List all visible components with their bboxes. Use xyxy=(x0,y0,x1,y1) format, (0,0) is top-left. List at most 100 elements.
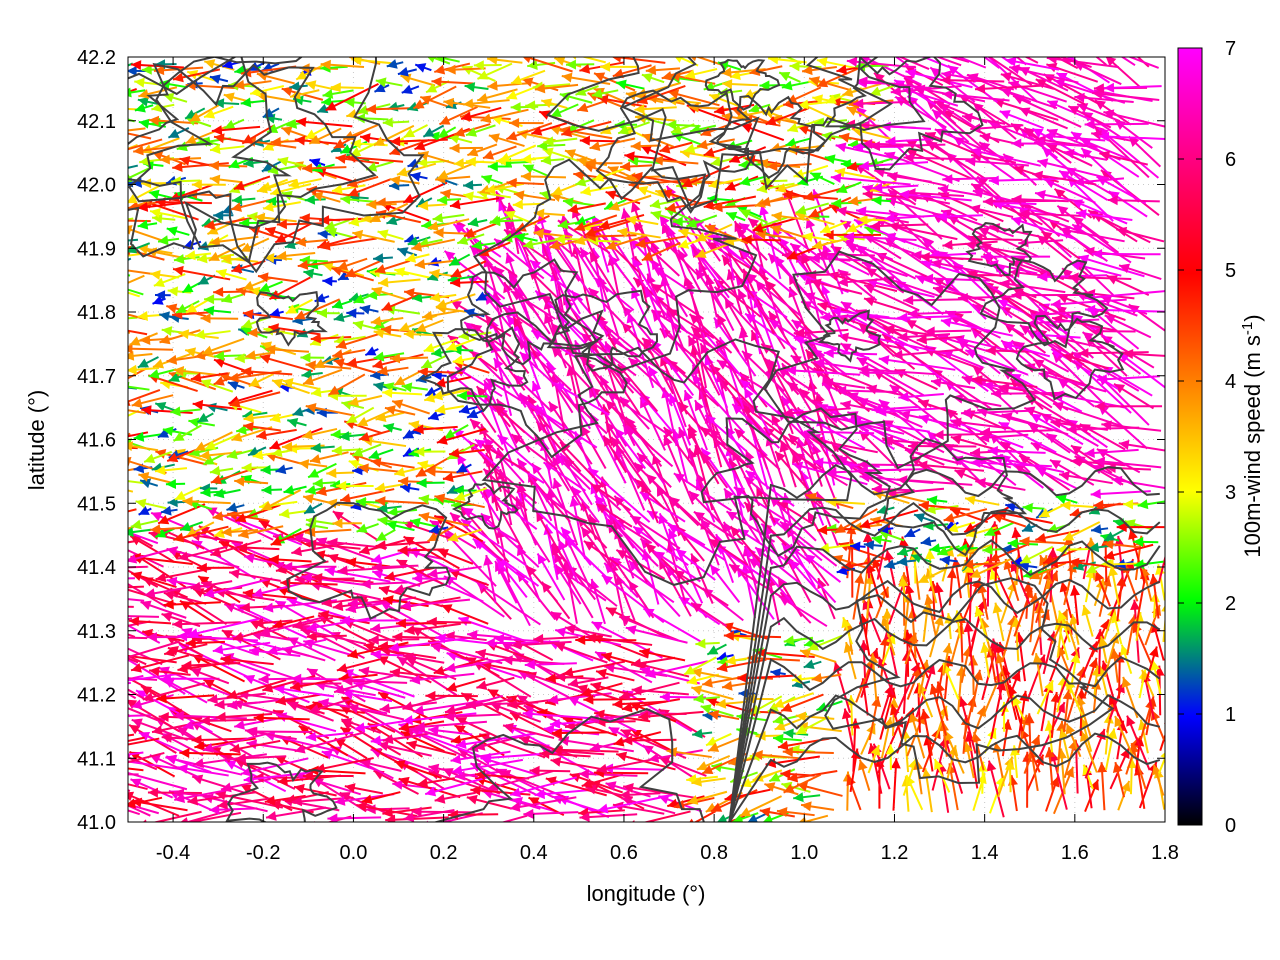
wind-vector xyxy=(885,744,896,770)
wind-vector xyxy=(858,759,871,791)
wind-vector-shaft xyxy=(172,621,241,626)
wind-vector-head xyxy=(1126,715,1136,727)
wind-vector xyxy=(455,732,537,749)
wind-vector xyxy=(1090,618,1110,658)
wind-vector xyxy=(1101,420,1162,432)
wind-vector-shaft xyxy=(300,628,367,645)
wind-vector-head xyxy=(190,581,202,592)
wind-vector-head xyxy=(418,512,430,522)
wind-vector-head xyxy=(759,807,771,818)
wind-vector-head xyxy=(1070,445,1083,456)
wind-vector-head xyxy=(165,478,177,489)
wind-vector xyxy=(1145,696,1157,736)
wind-vector xyxy=(846,774,862,811)
wind-vector xyxy=(191,734,247,745)
wind-vector-shaft xyxy=(128,480,144,485)
wind-vector-head xyxy=(220,782,232,793)
wind-vector xyxy=(529,765,571,776)
wind-vector-head xyxy=(128,616,140,627)
wind-vector-head xyxy=(1019,690,1030,702)
wind-vector xyxy=(707,735,745,752)
wind-vector-head xyxy=(65,686,76,696)
wind-vector xyxy=(1133,536,1159,547)
wind-vector-head xyxy=(1022,581,1033,593)
wind-vector-head xyxy=(140,600,152,611)
wind-vector-head xyxy=(342,689,354,700)
wind-vector-shaft xyxy=(128,633,136,638)
wind-vector-head xyxy=(305,731,317,742)
wind-vector-head xyxy=(114,650,125,660)
wind-vector-head xyxy=(259,626,271,637)
wind-vector xyxy=(1032,653,1044,697)
wind-vector-head xyxy=(340,727,352,737)
wind-vector xyxy=(920,536,937,547)
wind-vector xyxy=(306,616,377,633)
wind-vector-shaft xyxy=(509,796,577,810)
wind-vector-shaft xyxy=(518,736,578,758)
wind-vector xyxy=(483,554,497,604)
wind-vector-head xyxy=(692,728,703,739)
wind-vector-head xyxy=(217,799,229,810)
wind-vector xyxy=(389,667,448,679)
wind-vector xyxy=(185,638,225,649)
wind-vector-shaft xyxy=(400,598,471,608)
wind-vector-head xyxy=(310,442,322,453)
wind-vector xyxy=(689,810,717,822)
wind-vector-head xyxy=(172,619,183,630)
wind-vector xyxy=(1005,759,1016,793)
wind-vector xyxy=(596,757,659,774)
wind-vector-head xyxy=(128,798,136,809)
wind-vector xyxy=(128,467,138,472)
wind-vector xyxy=(190,580,233,592)
wind-vector-shaft xyxy=(342,669,415,698)
wind-vector-head xyxy=(803,659,815,670)
wind-vector xyxy=(768,768,796,783)
wind-vector-head xyxy=(585,633,597,643)
wind-vector-head xyxy=(138,731,151,742)
wind-vector xyxy=(128,804,151,817)
wind-vector-head xyxy=(425,690,436,701)
wind-vector-head xyxy=(210,474,222,485)
wind-vector-head xyxy=(739,807,751,817)
wind-vector xyxy=(203,577,273,598)
wind-vector xyxy=(395,618,447,629)
wind-vector-head xyxy=(95,592,105,602)
wind-vector xyxy=(174,788,230,804)
wind-vector xyxy=(144,584,201,599)
wind-vector-shaft xyxy=(443,575,505,618)
wind-vector-head xyxy=(708,742,720,752)
wind-vector-head xyxy=(1070,585,1080,596)
wind-vector-head xyxy=(370,623,381,634)
wind-vector xyxy=(318,610,370,625)
wind-vector xyxy=(224,759,287,793)
wind-vector xyxy=(284,791,329,805)
wind-vector xyxy=(380,646,437,659)
wind-vector xyxy=(475,648,523,662)
wind-vector xyxy=(777,737,830,751)
wind-vector xyxy=(303,502,323,515)
wind-vector-head xyxy=(142,819,147,822)
wind-vector xyxy=(128,733,135,737)
wind-vector-head xyxy=(147,787,158,798)
wind-vector-head xyxy=(612,699,623,710)
wind-vector-head xyxy=(946,568,957,579)
wind-vector-head xyxy=(102,711,112,721)
wind-vector xyxy=(667,528,704,604)
wind-vector-head xyxy=(379,703,391,714)
wind-vector-head xyxy=(858,759,868,771)
wind-vector xyxy=(274,755,311,774)
wind-vector-head xyxy=(1120,780,1131,793)
wind-vector xyxy=(683,656,717,676)
wind-vector-head xyxy=(787,772,799,783)
wind-vector-head xyxy=(1146,696,1157,707)
wind-vector-shaft xyxy=(128,751,165,764)
wind-vector xyxy=(606,391,668,435)
wind-vector xyxy=(301,572,369,587)
wind-vector-head xyxy=(358,666,370,677)
wind-vector-head xyxy=(229,743,241,754)
wind-vector-head xyxy=(691,685,703,695)
wind-vector-head xyxy=(193,588,205,598)
wind-vector xyxy=(191,774,247,795)
wind-vector xyxy=(807,634,843,651)
wind-vector-head xyxy=(942,643,953,654)
